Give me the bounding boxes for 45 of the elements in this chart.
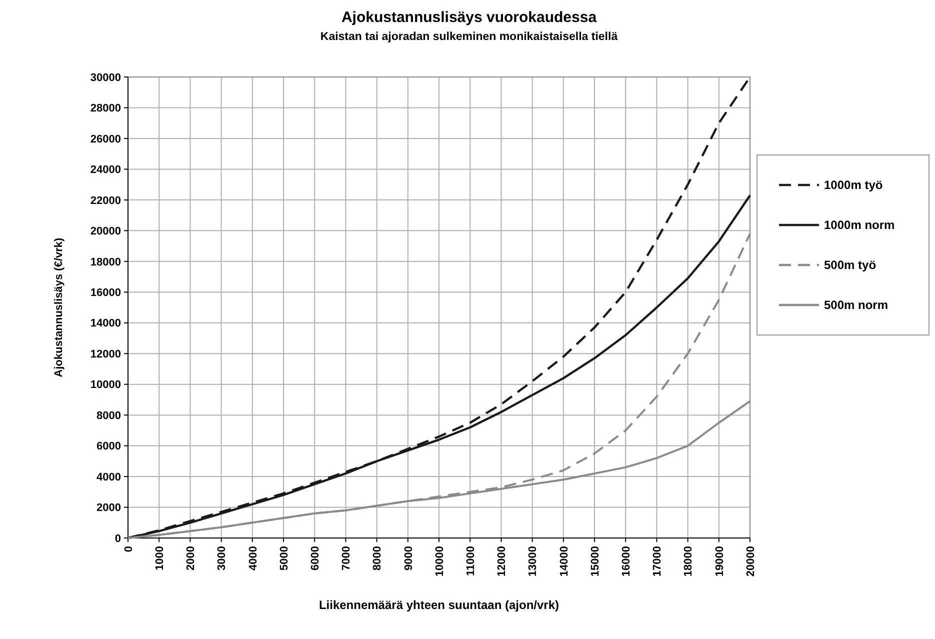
y-tick-label: 2000 xyxy=(96,502,121,514)
legend-label: 1000m norm xyxy=(824,218,895,232)
y-axis-title: Ajokustannuslisäys (€/vrk) xyxy=(53,237,65,378)
legend-label: 500m norm xyxy=(824,298,888,312)
x-tick-label: 7000 xyxy=(340,546,353,570)
x-tick-label: 17000 xyxy=(652,546,664,577)
x-tick-label: 9000 xyxy=(402,546,415,570)
x-tick-label: 11000 xyxy=(464,546,477,576)
x-tick-label: 4000 xyxy=(247,546,260,570)
x-tick-label: 20000 xyxy=(744,546,757,577)
y-tick-label: 12000 xyxy=(90,348,121,360)
x-tick-label: 3000 xyxy=(216,546,228,570)
x-tick-label: 18000 xyxy=(682,546,695,577)
y-tick-label: 28000 xyxy=(90,102,121,115)
y-tick-label: 14000 xyxy=(90,318,121,330)
legend-label: 500m työ xyxy=(824,258,876,272)
chart-subtitle: Kaistan tai ajoradan sulkeminen monikaistaisella tiellä xyxy=(320,31,618,43)
y-tick-label: 6000 xyxy=(96,440,121,453)
x-tick-label: 19000 xyxy=(714,546,726,577)
x-tick-label: 16000 xyxy=(620,546,632,577)
y-tick-label: 22000 xyxy=(90,194,121,207)
x-tick-label: 13000 xyxy=(527,546,540,577)
y-tick-label: 10000 xyxy=(90,379,121,392)
legend-label: 1000m työ xyxy=(824,178,883,192)
x-tick-label: 1000 xyxy=(154,546,166,570)
y-tick-label: 24000 xyxy=(90,164,121,176)
y-tick-label: 20000 xyxy=(90,226,121,238)
x-tick-label: 12000 xyxy=(496,546,508,577)
y-tick-label: 8000 xyxy=(96,410,121,422)
x-tick-label: 2000 xyxy=(185,546,198,570)
x-axis-title: Liikennemäärä yhteen suuntaan (ajon/vrk) xyxy=(318,598,560,612)
x-tick-label: 6000 xyxy=(309,546,322,570)
chart-title: Ajokustannuslisäys vuorokaudessa xyxy=(341,9,598,26)
x-tick-label: 8000 xyxy=(372,546,384,570)
y-tick-label: 26000 xyxy=(90,133,121,146)
x-tick-label: 0 xyxy=(122,546,135,552)
x-tick-label: 10000 xyxy=(434,546,446,577)
y-tick-label: 4000 xyxy=(96,471,121,484)
y-tick-label: 30000 xyxy=(90,72,121,84)
y-tick-label: 0 xyxy=(114,532,121,545)
x-tick-label: 5000 xyxy=(278,546,290,570)
x-tick-label: 14000 xyxy=(558,546,570,577)
y-tick-label: 16000 xyxy=(90,286,121,299)
y-tick-label: 18000 xyxy=(90,256,121,268)
x-tick-label: 15000 xyxy=(589,546,602,577)
